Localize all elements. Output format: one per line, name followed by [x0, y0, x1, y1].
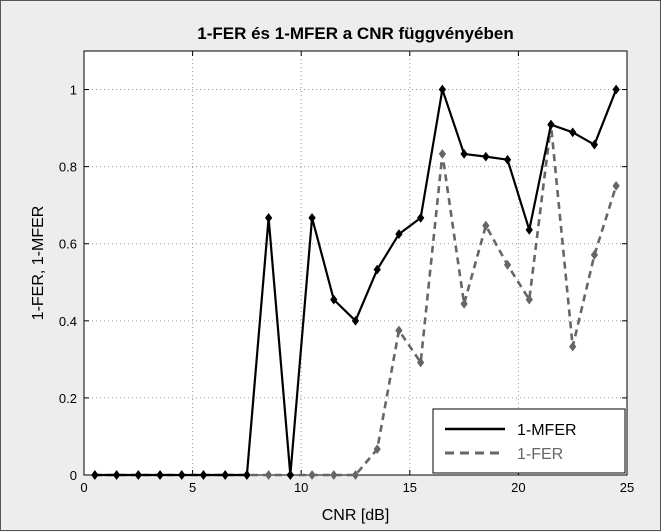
data-point-1-mfer [286, 470, 294, 480]
data-point-1-fer [438, 149, 447, 159]
data-point-1-mfer [199, 470, 208, 480]
data-point-1-mfer [438, 84, 447, 95]
data-point-1-fer [395, 325, 403, 336]
data-point-1-fer [460, 298, 468, 309]
data-point-1-fer [590, 250, 599, 260]
data-point-1-mfer [264, 213, 273, 223]
data-point-1-mfer [221, 470, 229, 480]
data-point-1-fer [330, 470, 338, 480]
data-point-1-fer [264, 470, 273, 480]
y-tick-label: 0.8 [59, 160, 77, 175]
data-point-1-mfer [460, 149, 468, 159]
x-tick-label: 0 [80, 480, 87, 495]
data-point-1-mfer [156, 470, 164, 480]
y-axis-label: 1-FER, 1-MFER [30, 206, 47, 321]
axis-ticks: 0 5 10 15 20 25 0 0.2 0.4 0.6 0.8 1 [59, 51, 634, 495]
data-point-1-mfer [590, 139, 599, 150]
data-point-1-mfer [525, 224, 533, 235]
y-tick-label: 0.4 [59, 314, 77, 329]
data-point-1-fer [525, 294, 533, 305]
data-point-1-mfer [351, 315, 360, 326]
data-point-1-fer [503, 260, 512, 270]
data-point-1-mfer [503, 154, 512, 165]
series-group [91, 84, 620, 480]
data-point-1-mfer [373, 264, 381, 275]
data-point-1-fer [569, 341, 577, 352]
data-point-1-fer [482, 220, 490, 231]
data-point-1-fer [351, 470, 360, 480]
data-point-1-fer [612, 181, 620, 191]
plot-area [83, 50, 628, 476]
x-tick-label: 5 [189, 480, 196, 495]
y-tick-label: 0 [70, 468, 77, 483]
y-tick-label: 0.2 [59, 391, 77, 406]
data-point-1-mfer [395, 229, 403, 239]
legend: 1-MFER 1-FER [432, 408, 626, 474]
data-point-1-fer [373, 444, 381, 455]
data-point-1-mfer [330, 294, 338, 305]
x-axis-label: CNR [dB] [322, 507, 390, 524]
y-tick-label: 0.6 [59, 237, 77, 252]
data-point-1-mfer [612, 84, 620, 95]
y-tick-label: 1 [70, 83, 77, 98]
data-point-1-mfer [569, 127, 577, 138]
data-point-1-mfer [243, 470, 251, 480]
data-point-1-mfer [178, 470, 186, 480]
legend-box [432, 408, 626, 474]
data-point-1-mfer [112, 470, 121, 480]
data-point-1-mfer [482, 151, 490, 162]
data-point-1-mfer [547, 119, 555, 130]
x-tick-label: 10 [294, 480, 308, 495]
data-point-1-mfer [308, 213, 316, 223]
data-point-1-fer [417, 357, 425, 368]
data-point-1-mfer [91, 470, 99, 480]
chart-title: 1-FER és 1-MFER a CNR függvényében [197, 24, 513, 43]
x-tick-label: 20 [511, 480, 525, 495]
data-point-1-mfer [134, 470, 142, 480]
x-tick-label: 15 [403, 480, 417, 495]
legend-label-1-fer: 1-FER [517, 446, 563, 463]
data-point-1-mfer [417, 213, 425, 223]
x-tick-label: 25 [620, 480, 634, 495]
legend-label-1-mfer: 1-MFER [517, 422, 577, 439]
data-point-1-fer [308, 470, 316, 480]
